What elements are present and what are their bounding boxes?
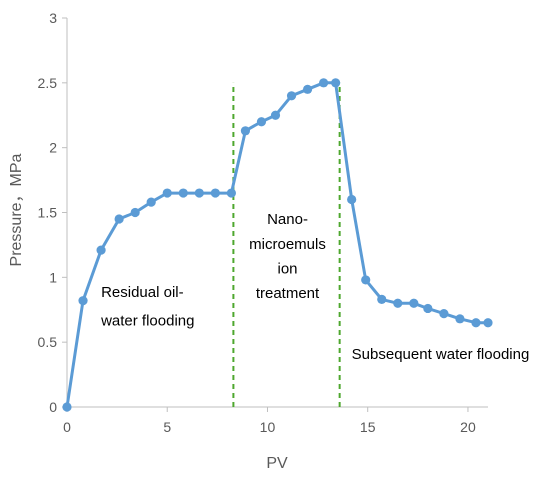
x-axis-title: PV xyxy=(266,455,288,472)
y-tick-label: 3 xyxy=(49,10,57,26)
data-point xyxy=(256,117,267,127)
x-tick-label: 0 xyxy=(63,419,71,435)
vertical-divider-lines xyxy=(232,82,341,407)
data-point xyxy=(471,318,481,328)
data-point xyxy=(194,188,204,198)
data-point xyxy=(96,245,106,255)
y-tick-label: 2 xyxy=(49,140,57,156)
data-point xyxy=(62,402,72,412)
data-point xyxy=(455,314,465,324)
tick-labels: 0 0.5 1 1.5 2 2.5 3 0 5 10 15 20 xyxy=(38,10,476,435)
y-tick-label: 1 xyxy=(49,269,57,285)
y-tick-label: 0.5 xyxy=(38,334,58,350)
data-point xyxy=(78,296,88,306)
data-point xyxy=(319,78,329,88)
annotation-text: ion xyxy=(278,260,298,277)
series-line xyxy=(65,81,488,408)
x-tick-label: 10 xyxy=(260,419,276,435)
x-tick-label: 5 xyxy=(163,419,171,435)
annotation-text: microemuls xyxy=(249,236,326,253)
x-tick-label: 15 xyxy=(360,419,376,435)
data-point xyxy=(146,197,156,207)
data-point xyxy=(226,188,236,198)
data-point xyxy=(114,214,124,224)
data-point xyxy=(130,207,140,218)
y-axis-title: Pressure，MPa xyxy=(8,153,25,266)
data-point xyxy=(210,188,220,198)
data-point xyxy=(483,318,493,328)
data-point xyxy=(361,275,371,285)
annotation-text: water flooding xyxy=(100,312,194,329)
data-point xyxy=(162,188,172,198)
data-point xyxy=(409,298,419,308)
data-point xyxy=(377,294,387,304)
series-group xyxy=(62,78,493,412)
annotation-text: Nano- xyxy=(267,211,308,228)
data-point xyxy=(331,78,341,88)
data-point xyxy=(286,91,297,101)
data-point xyxy=(240,126,251,136)
annotation-text: treatment xyxy=(256,285,320,302)
axes xyxy=(62,17,488,412)
data-point xyxy=(439,309,449,319)
data-point xyxy=(270,110,281,120)
data-point xyxy=(178,188,188,198)
data-point xyxy=(347,194,357,205)
data-point xyxy=(423,303,433,314)
annotations: Residual oil-water flooding Nano-microemu… xyxy=(100,211,529,363)
annotation-text: Subsequent water flooding xyxy=(352,346,530,363)
y-tick-label: 1.5 xyxy=(38,205,58,221)
data-point xyxy=(302,84,313,94)
y-tick-label: 2.5 xyxy=(38,75,58,91)
data-point xyxy=(393,298,403,308)
y-tick-label: 0 xyxy=(49,399,57,415)
annotation-text: Residual oil- xyxy=(101,284,184,301)
x-tick-label: 20 xyxy=(460,419,476,435)
